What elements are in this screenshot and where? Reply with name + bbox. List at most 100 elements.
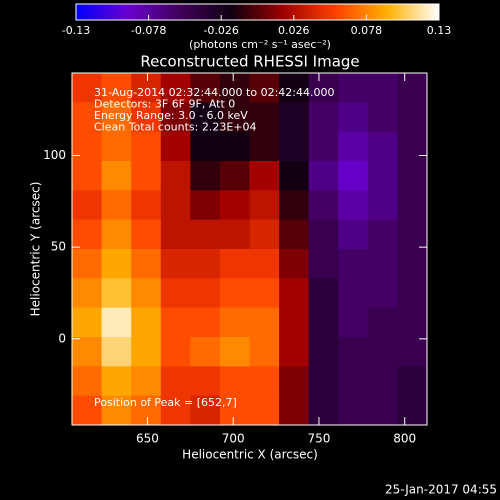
heatmap-cell: [131, 102, 162, 133]
heatmap-cell: [397, 102, 428, 133]
heatmap-cell: [72, 161, 103, 191]
heatmap-cell: [72, 307, 103, 338]
y-tick-label: 0: [58, 331, 66, 345]
heatmap-cell: [101, 102, 132, 133]
heatmap-cell: [160, 190, 191, 221]
heatmap-cell: [219, 131, 250, 162]
heatmap-cell: [367, 219, 398, 250]
heatmap-cell: [338, 278, 369, 309]
heatmap-cell: [219, 219, 250, 250]
heatmap-cell: [338, 161, 369, 191]
heatmap-cell: [101, 73, 132, 103]
heatmap-cell: [308, 249, 339, 279]
heatmap-cell: [160, 249, 191, 279]
heatmap-cell: [190, 249, 221, 279]
heatmap-cell: [249, 190, 280, 221]
heatmap-cell: [249, 102, 280, 133]
heatmap-cell: [308, 131, 339, 162]
heatmap-cell: [249, 278, 280, 309]
heatmap-cell: [190, 337, 221, 367]
heatmap-cell: [219, 190, 250, 221]
heatmap-cell: [131, 395, 162, 426]
heatmap-cell: [131, 307, 162, 338]
heatmap-cell: [72, 73, 103, 103]
heatmap-cell: [397, 131, 428, 162]
colorbar-tick-label: -0.026: [203, 24, 238, 37]
heatmap-cell: [338, 395, 369, 426]
heatmap-cell: [397, 337, 428, 367]
heatmap-cell: [367, 307, 398, 338]
x-tick-label: 800: [393, 432, 416, 446]
heatmap-cell: [279, 161, 310, 191]
heatmap-cell: [101, 307, 132, 338]
heatmap-cell: [249, 366, 280, 397]
heatmap-cell: [101, 249, 132, 279]
heatmap-cell: [160, 366, 191, 397]
x-tick-label: 650: [136, 432, 159, 446]
heatmap-cell: [101, 278, 132, 309]
heatmap-cell: [72, 366, 103, 397]
heatmap-cell: [219, 102, 250, 133]
heatmap-cell: [219, 73, 250, 103]
heatmap-cell: [367, 131, 398, 162]
heatmap-cell: [131, 278, 162, 309]
heatmap-cell: [308, 219, 339, 250]
y-axis-label: Heliocentric Y (arcsec): [29, 182, 43, 317]
heatmap-cell: [397, 190, 428, 221]
heatmap-cell: [367, 102, 398, 133]
chart-title: Reconstructed RHESSI Image: [140, 53, 359, 71]
heatmap-cell: [279, 307, 310, 338]
heatmap-cell: [367, 73, 398, 103]
y-tick-label: 100: [43, 148, 66, 162]
heatmap-cell: [367, 161, 398, 191]
heatmap-cell: [249, 395, 280, 426]
heatmap-cell: [101, 366, 132, 397]
annotation: 31-Aug-2014 02:32:44.000 to 02:42:44.000: [94, 86, 335, 99]
heatmap-cell: [219, 161, 250, 191]
heatmap-cell: [160, 102, 191, 133]
heatmap-cell: [72, 278, 103, 309]
heatmap-cell: [338, 219, 369, 250]
heatmap-cell: [249, 219, 280, 250]
colorbar-label: (photons cm⁻² s⁻¹ asec⁻²): [189, 38, 331, 51]
heatmap-cell: [72, 102, 103, 133]
heatmap-cell: [367, 366, 398, 397]
heatmap-cell: [160, 278, 191, 309]
heatmap-cell: [219, 395, 250, 426]
heatmap-cell: [160, 73, 191, 103]
colorbar-tick-label: -0.078: [131, 24, 166, 37]
heatmap-cell: [72, 190, 103, 221]
heatmap-cell: [397, 249, 428, 279]
heatmap-cell: [367, 278, 398, 309]
heatmap-cell: [279, 219, 310, 250]
heatmap-cell: [249, 249, 280, 279]
heatmap-cell: [338, 337, 369, 367]
heatmap-cell: [160, 131, 191, 162]
x-axis-label: Heliocentric X (arcsec): [182, 448, 318, 462]
heatmap-cell: [190, 278, 221, 309]
heatmap: [72, 73, 428, 426]
heatmap-cell: [131, 337, 162, 367]
heatmap-cell: [338, 366, 369, 397]
heatmap-cell: [131, 131, 162, 162]
colorbar: [75, 3, 440, 21]
heatmap-cell: [338, 131, 369, 162]
heatmap-cell: [190, 395, 221, 426]
heatmap-cell: [397, 366, 428, 397]
heatmap-cell: [249, 337, 280, 367]
heatmap-cell: [101, 190, 132, 221]
colorbar-tick-label: 0.13: [427, 24, 452, 37]
heatmap-cell: [338, 307, 369, 338]
heatmap-cell: [249, 307, 280, 338]
heatmap-cell: [397, 307, 428, 338]
heatmap-cell: [72, 249, 103, 279]
heatmap-cell: [367, 190, 398, 221]
heatmap-cell: [308, 73, 339, 103]
annotation: Detectors: 3F 6F 9F, Att 0: [94, 98, 235, 111]
heatmap-cell: [101, 219, 132, 250]
heatmap-cell: [72, 219, 103, 250]
heatmap-cell: [190, 190, 221, 221]
heatmap-cell: [308, 366, 339, 397]
